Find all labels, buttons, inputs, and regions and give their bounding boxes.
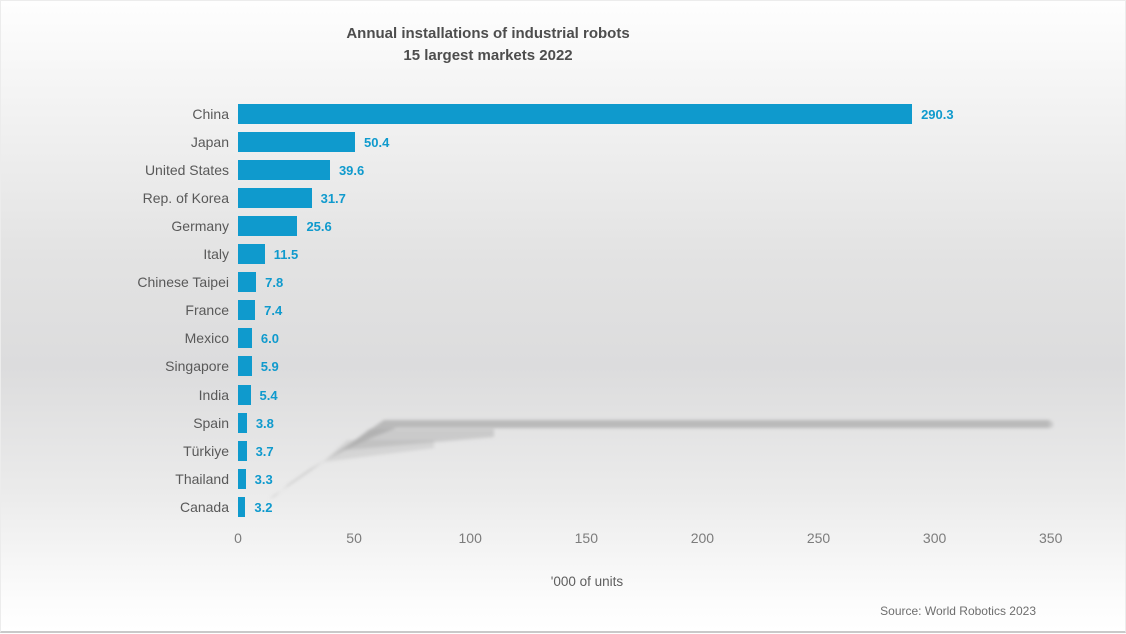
value-label: 3.8 bbox=[255, 415, 274, 431]
value-label: 290.3 bbox=[921, 106, 954, 122]
bar bbox=[238, 468, 246, 489]
bar-row: Singapore 5.9 bbox=[1, 356, 1126, 377]
value-label: 7.8 bbox=[265, 275, 284, 291]
bar-row: Spain 3.8 bbox=[1, 412, 1126, 433]
value-label: 11.5 bbox=[273, 247, 299, 262]
x-tick-label: 50 bbox=[346, 530, 362, 546]
bar bbox=[238, 103, 913, 124]
x-tick-label: 350 bbox=[1039, 530, 1063, 546]
bar-row: Japan 50.4 bbox=[1, 131, 1126, 152]
x-tick-label: 250 bbox=[806, 530, 831, 546]
bar bbox=[238, 412, 247, 433]
chart-title-line1: Annual installations of industrial robot… bbox=[346, 25, 630, 42]
bar bbox=[238, 159, 330, 180]
bar bbox=[238, 215, 298, 236]
bar bbox=[238, 300, 256, 321]
category-label: Türkiye bbox=[183, 442, 229, 459]
bar-row: Italy 11.5 bbox=[1, 244, 1126, 264]
category-label: Mexico bbox=[184, 330, 229, 347]
category-label: Singapore bbox=[165, 358, 229, 375]
bar bbox=[238, 131, 356, 152]
x-tick-label: 100 bbox=[458, 530, 482, 546]
bar-row: Canada 3.2 bbox=[1, 496, 1126, 517]
bar-row: China 290.3 bbox=[1, 103, 1126, 124]
value-label: 6.0 bbox=[260, 331, 279, 347]
x-axis-label: '000 of units bbox=[550, 574, 624, 589]
bar-row: Thailand 3.3 bbox=[1, 468, 1126, 489]
value-label: 3.3 bbox=[254, 471, 273, 487]
category-label: Japan bbox=[190, 133, 229, 150]
category-label: Italy bbox=[203, 246, 229, 262]
bar bbox=[238, 187, 312, 208]
chart-title-line2: 15 largest markets 2022 bbox=[403, 47, 573, 64]
x-tick-label: 200 bbox=[690, 530, 715, 546]
category-label: Germany bbox=[171, 217, 229, 234]
source-note: Source: World Robotics 2023 bbox=[880, 604, 1036, 618]
category-label: France bbox=[185, 302, 229, 319]
category-label: India bbox=[198, 386, 229, 403]
bar bbox=[238, 384, 251, 405]
bar-row: France 7.4 bbox=[1, 300, 1126, 321]
value-label: 3.7 bbox=[255, 443, 274, 459]
category-label: Spain bbox=[193, 414, 229, 431]
bar-row: Mexico 6.0 bbox=[1, 328, 1126, 349]
value-label: 3.2 bbox=[254, 499, 273, 515]
category-label: Rep. of Korea bbox=[142, 189, 229, 206]
value-label: 31.7 bbox=[320, 190, 346, 206]
bar bbox=[238, 356, 252, 377]
category-label: China bbox=[192, 105, 229, 122]
bar-row: India 5.4 bbox=[1, 384, 1126, 405]
bar-row: Chinese Taipei 7.8 bbox=[1, 272, 1126, 293]
chart-title: Annual installations of industrial robot… bbox=[346, 23, 629, 67]
value-label: 25.6 bbox=[306, 218, 332, 234]
x-tick-label: 300 bbox=[922, 530, 947, 546]
bar-row: United States 39.6 bbox=[1, 159, 1126, 180]
bar bbox=[238, 440, 247, 461]
x-tick-label: 150 bbox=[574, 530, 598, 546]
value-label: 39.6 bbox=[338, 162, 365, 178]
category-label: Canada bbox=[179, 498, 229, 515]
category-label: Chinese Taipei bbox=[137, 274, 229, 291]
bar bbox=[238, 328, 252, 349]
bar bbox=[238, 272, 257, 293]
value-label: 5.9 bbox=[260, 359, 279, 375]
value-label: 5.4 bbox=[259, 387, 278, 403]
x-tick-label: 0 bbox=[234, 530, 242, 546]
bar-row: Rep. of Korea 31.7 bbox=[1, 187, 1126, 208]
bar bbox=[238, 244, 265, 264]
category-label: Thailand bbox=[175, 470, 229, 487]
bar-row: Germany 25.6 bbox=[1, 215, 1126, 236]
bar-row: Türkiye 3.7 bbox=[1, 440, 1126, 461]
value-label: 7.4 bbox=[264, 303, 283, 319]
bar bbox=[238, 496, 246, 517]
category-label: United States bbox=[144, 161, 229, 178]
value-label: 50.4 bbox=[364, 134, 390, 150]
